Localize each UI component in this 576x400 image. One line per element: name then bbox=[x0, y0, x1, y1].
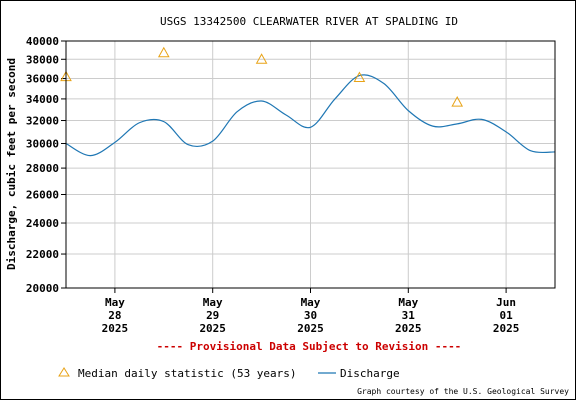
chart-title: USGS 13342500 CLEARWATER RIVER AT SPALDI… bbox=[160, 15, 458, 28]
legend: Median daily statistic (53 years) Discha… bbox=[58, 367, 400, 380]
median-markers bbox=[60, 46, 464, 107]
x-tick-label: May bbox=[203, 296, 223, 309]
median-marker bbox=[353, 71, 366, 83]
credit-text: Graph courtesy of the U.S. Geological Su… bbox=[357, 387, 569, 396]
legend-median-marker-icon bbox=[58, 367, 70, 377]
median-marker bbox=[157, 46, 170, 58]
x-tick-label: 2025 bbox=[199, 322, 226, 335]
y-tick-label: 30000 bbox=[26, 138, 59, 151]
x-tick-label: 2025 bbox=[395, 322, 422, 335]
plot-area bbox=[65, 40, 556, 289]
legend-discharge-label: Discharge bbox=[340, 367, 400, 380]
discharge-series-line bbox=[65, 74, 556, 157]
x-tick-label: 2025 bbox=[493, 322, 520, 335]
y-tick-label: 36000 bbox=[26, 73, 59, 86]
y-axis-ticks: 20000 22000 24000 26000 28000 30000 32000 34000… bbox=[26, 35, 66, 295]
grid-lines bbox=[66, 40, 555, 289]
x-tick-label: 30 bbox=[304, 309, 317, 322]
x-tick-label: 31 bbox=[402, 309, 416, 322]
x-tick-label: May bbox=[105, 296, 125, 309]
y-tick-label: 32000 bbox=[26, 115, 59, 128]
y-axis-label: Discharge, cubic feet per second bbox=[5, 58, 18, 270]
y-tick-label: 20000 bbox=[26, 282, 59, 295]
x-axis-ticks: May282025May292025May302025May312025Jun0… bbox=[102, 288, 520, 335]
y-tick-label: 38000 bbox=[26, 53, 59, 66]
x-tick-label: 2025 bbox=[102, 322, 129, 335]
provisional-note: ---- Provisional Data Subject to Revisio… bbox=[157, 340, 462, 353]
y-tick-label: 22000 bbox=[26, 248, 59, 261]
x-tick-label: 2025 bbox=[297, 322, 324, 335]
y-tick-label: 26000 bbox=[26, 189, 59, 202]
y-tick-label: 34000 bbox=[26, 93, 59, 106]
x-tick-label: 29 bbox=[206, 309, 219, 322]
x-tick-label: May bbox=[398, 296, 418, 309]
x-tick-label: May bbox=[301, 296, 321, 309]
y-tick-label: 40000 bbox=[26, 35, 59, 48]
x-tick-label: 01 bbox=[499, 309, 513, 322]
x-tick-label: Jun bbox=[496, 296, 516, 309]
y-tick-label: 28000 bbox=[26, 162, 59, 175]
x-tick-label: 28 bbox=[108, 309, 121, 322]
y-tick-label: 24000 bbox=[26, 217, 59, 230]
median-marker bbox=[451, 96, 464, 107]
median-marker bbox=[255, 53, 268, 64]
legend-median-label: Median daily statistic (53 years) bbox=[78, 367, 297, 380]
